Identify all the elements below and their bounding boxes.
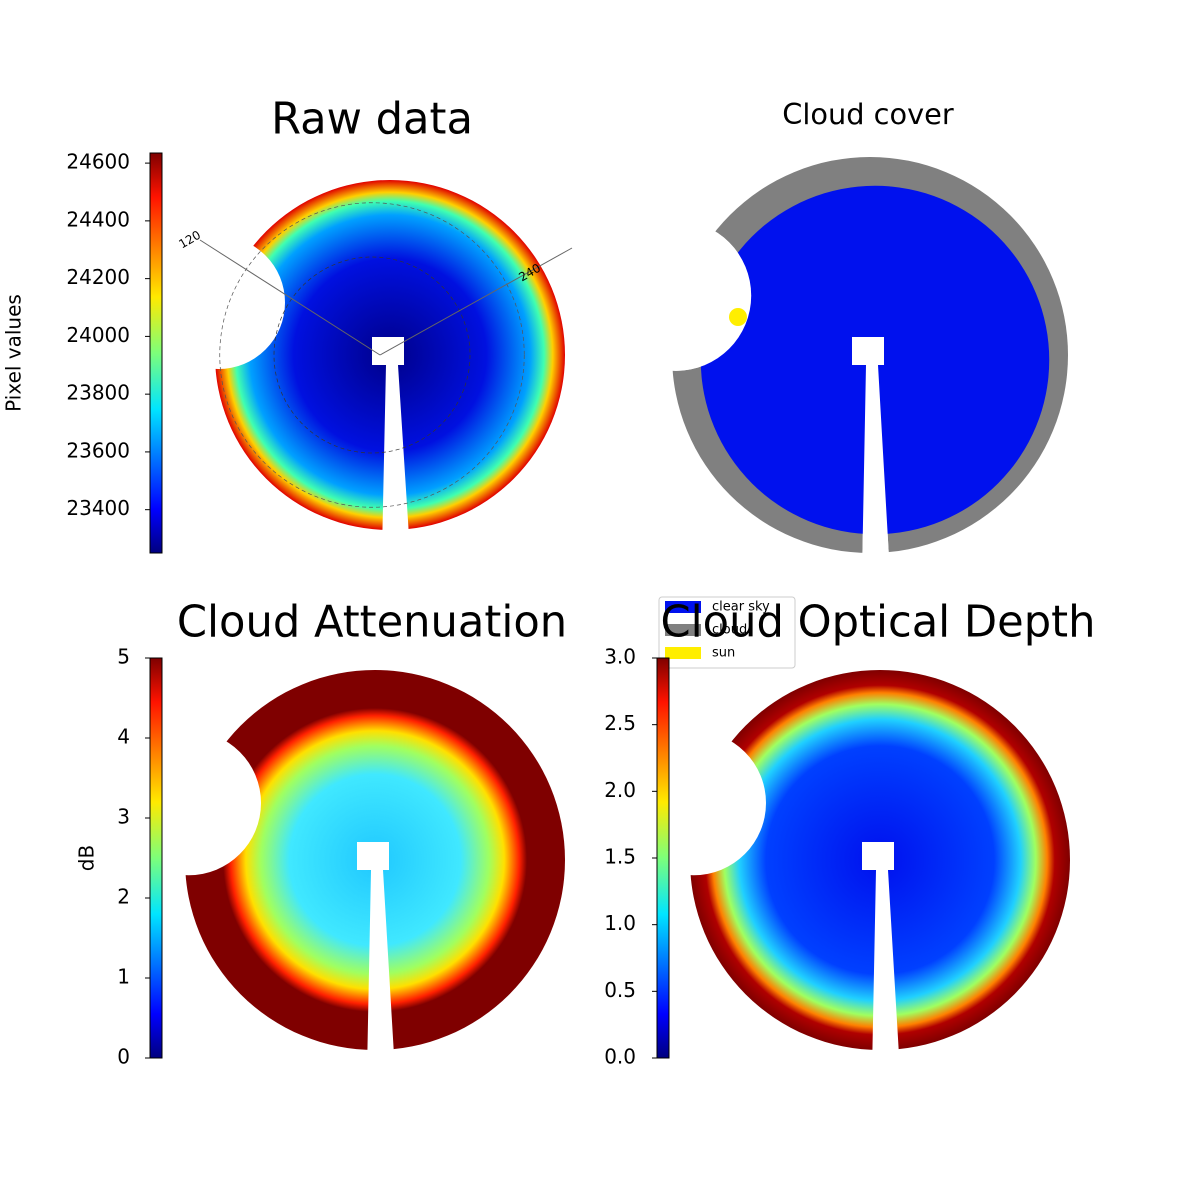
colorbar-label: dB [75, 845, 99, 871]
legend-label: sun [712, 646, 735, 661]
colorbar [149, 657, 163, 1059]
colorbar-tick-label: 23400 [66, 496, 130, 520]
colorbar-tick-label: 1.0 [604, 911, 636, 935]
colorbar-label: Pixel values [2, 294, 26, 412]
colorbar-tick-label: 1.5 [604, 845, 636, 869]
panel-title: Cloud Optical Depth [661, 598, 1096, 648]
colorbar-tick-label: 4 [117, 725, 130, 749]
panel-title: Cloud cover [782, 97, 954, 131]
legend-swatch [665, 624, 701, 636]
mast [357, 842, 395, 1072]
polar-grid [273, 256, 471, 454]
panel-title: Cloud Attenuation [177, 598, 567, 648]
obstruction [621, 730, 766, 876]
sky-image [621, 670, 1070, 1072]
mast [372, 337, 410, 552]
sky-image [152, 180, 565, 552]
colorbar-tick-label: 3 [117, 805, 130, 829]
colorbar-tick-label: 2.5 [604, 711, 636, 735]
sky-image [116, 670, 565, 1072]
colorbar-tick-label: 23600 [66, 438, 130, 462]
colorbar-tick-label: 24600 [66, 150, 130, 174]
colorbar-tick-label: 1 [117, 965, 130, 989]
polar-spoke [379, 247, 573, 356]
mast [862, 842, 900, 1072]
polar-grid [219, 202, 525, 508]
colorbar-tick-label: 24400 [66, 207, 130, 231]
obstruction [152, 236, 285, 369]
colorbar-tick-label: 2 [117, 885, 130, 909]
obstruction [116, 730, 261, 876]
colorbar-tick-label: 0.5 [604, 978, 636, 1002]
colorbar-tick-label: 23800 [66, 381, 130, 405]
mast [852, 337, 890, 575]
legend-swatch [665, 647, 701, 659]
colorbar-tick-label: 3.0 [604, 645, 636, 669]
legend: clear sky cloud sun [658, 596, 796, 669]
colorbar-tick-label: 0 [117, 1045, 130, 1069]
sun-region [729, 308, 747, 326]
legend-swatch [665, 601, 701, 613]
polar-spoke [199, 239, 381, 356]
colorbar-tick-label: 0.0 [604, 1045, 636, 1069]
colorbar [149, 152, 163, 554]
colorbar-tick-label: 24000 [66, 323, 130, 347]
colorbar-tick-label: 2.0 [604, 778, 636, 802]
obstruction [600, 220, 752, 371]
colorbar [656, 657, 670, 1059]
panel-title: Raw data [271, 95, 473, 145]
legend-label: cloud [712, 623, 747, 638]
legend-label: clear sky [712, 600, 770, 615]
colorbar-tick-label: 5 [117, 645, 130, 669]
colorbar-tick-label: 24200 [66, 265, 130, 289]
